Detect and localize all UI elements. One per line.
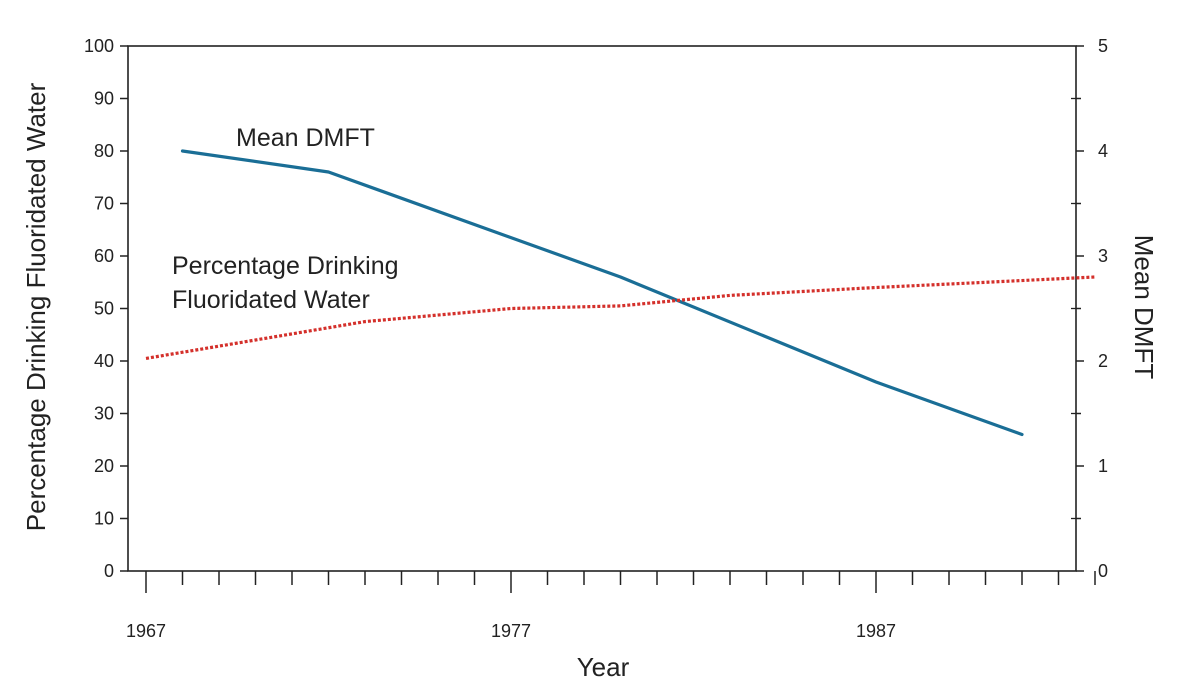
left-y-axis: 0 10 20 30 40 50 60 70 80 90 100 bbox=[84, 36, 128, 581]
left-y-tick-label: 0 bbox=[104, 561, 114, 581]
mean-dmft-line bbox=[180, 149, 1024, 437]
left-y-tick-label: 30 bbox=[94, 404, 114, 424]
right-y-tick-label: 0 bbox=[1098, 561, 1108, 581]
left-y-tick-label: 80 bbox=[94, 141, 114, 161]
right-y-tick-label: 5 bbox=[1098, 36, 1108, 56]
left-y-tick-label: 60 bbox=[94, 246, 114, 266]
x-tick-label: 1977 bbox=[491, 621, 531, 641]
x-axis: 1967 1977 1987 bbox=[126, 571, 1096, 641]
right-y-tick-label: 2 bbox=[1098, 351, 1108, 371]
fluoride-annotation-line2: Fluoridated Water bbox=[172, 286, 370, 314]
left-y-tick-label: 100 bbox=[84, 36, 114, 56]
left-y-tick-label: 70 bbox=[94, 194, 114, 214]
right-y-tick-label: 3 bbox=[1098, 246, 1108, 266]
x-axis-title: Year bbox=[577, 652, 630, 682]
left-y-axis-title: Percentage Drinking Fluoridated Water bbox=[21, 82, 51, 531]
right-y-axis-title: Mean DMFT bbox=[1129, 235, 1159, 380]
left-y-tick-label: 50 bbox=[94, 299, 114, 319]
series-layer bbox=[145, 149, 1096, 437]
left-y-tick-label: 40 bbox=[94, 351, 114, 371]
right-y-tick-label: 4 bbox=[1098, 141, 1108, 161]
left-y-tick-label: 90 bbox=[94, 89, 114, 109]
fluoridated-water-line bbox=[145, 275, 1096, 360]
right-y-tick-label: 1 bbox=[1098, 456, 1108, 476]
fluoride-annotation-line1: Percentage Drinking bbox=[172, 252, 399, 280]
x-tick-label: 1987 bbox=[856, 621, 896, 641]
x-tick-label: 1967 bbox=[126, 621, 166, 641]
mean-dmft-annotation: Mean DMFT bbox=[236, 124, 375, 152]
left-y-tick-label: 20 bbox=[94, 456, 114, 476]
left-y-tick-label: 10 bbox=[94, 509, 114, 529]
right-y-axis: 0 1 2 3 4 5 bbox=[1071, 36, 1108, 581]
